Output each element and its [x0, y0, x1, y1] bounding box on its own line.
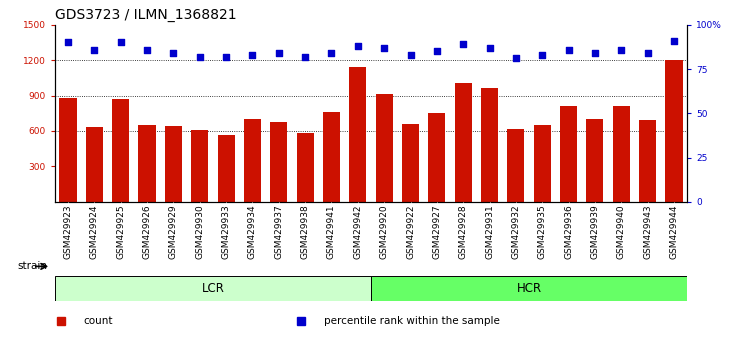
- Point: [141, 47, 153, 52]
- Point: [668, 38, 680, 44]
- Point: [405, 52, 417, 58]
- Text: GSM429922: GSM429922: [406, 205, 415, 259]
- Bar: [613, 106, 630, 202]
- Point: [273, 50, 284, 56]
- Point: [563, 47, 575, 52]
- Point: [642, 50, 654, 56]
- Text: strain: strain: [18, 261, 48, 272]
- Point: [352, 43, 363, 49]
- Point: [589, 50, 601, 56]
- Text: GSM429920: GSM429920: [379, 205, 389, 259]
- Bar: [428, 113, 445, 202]
- Point: [194, 54, 205, 59]
- Bar: [534, 125, 550, 202]
- Text: GSM429936: GSM429936: [564, 205, 573, 259]
- Text: GSM429926: GSM429926: [143, 205, 151, 259]
- Point: [458, 41, 469, 47]
- Point: [616, 47, 627, 52]
- Bar: [665, 59, 683, 202]
- Bar: [376, 95, 393, 202]
- Text: GDS3723 / ILMN_1368821: GDS3723 / ILMN_1368821: [55, 8, 236, 22]
- Text: GSM429925: GSM429925: [116, 205, 125, 259]
- Text: GSM429930: GSM429930: [195, 205, 204, 259]
- Bar: [138, 125, 156, 202]
- Bar: [586, 119, 604, 202]
- Text: percentile rank within the sample: percentile rank within the sample: [324, 316, 499, 326]
- Text: GSM429937: GSM429937: [274, 205, 284, 259]
- Text: GSM429931: GSM429931: [485, 205, 494, 259]
- Text: GSM429935: GSM429935: [538, 205, 547, 259]
- Point: [246, 52, 258, 58]
- Text: GSM429934: GSM429934: [248, 205, 257, 259]
- Bar: [402, 124, 419, 202]
- Bar: [323, 112, 340, 202]
- Text: GSM429940: GSM429940: [617, 205, 626, 259]
- Point: [325, 50, 337, 56]
- Bar: [86, 127, 103, 202]
- Bar: [59, 98, 77, 202]
- Bar: [507, 129, 524, 202]
- Bar: [55, 276, 371, 301]
- Text: GSM429941: GSM429941: [327, 205, 336, 259]
- Text: GSM429933: GSM429933: [221, 205, 230, 259]
- Text: LCR: LCR: [202, 282, 224, 295]
- Point: [484, 45, 496, 51]
- Point: [431, 48, 443, 54]
- Text: GSM429938: GSM429938: [300, 205, 310, 259]
- Point: [510, 56, 522, 61]
- Text: GSM429923: GSM429923: [64, 205, 72, 259]
- Bar: [164, 126, 182, 202]
- Text: count: count: [83, 316, 113, 326]
- Point: [537, 52, 548, 58]
- Point: [62, 40, 74, 45]
- Bar: [371, 276, 687, 301]
- Bar: [481, 88, 498, 202]
- Text: GSM429927: GSM429927: [432, 205, 442, 259]
- Text: GSM429932: GSM429932: [512, 205, 520, 259]
- Text: HCR: HCR: [517, 282, 542, 295]
- Bar: [270, 122, 287, 202]
- Text: GSM429943: GSM429943: [643, 205, 652, 259]
- Point: [220, 54, 232, 59]
- Bar: [244, 119, 261, 202]
- Bar: [297, 133, 314, 202]
- Bar: [112, 99, 129, 202]
- Text: GSM429924: GSM429924: [90, 205, 99, 259]
- Bar: [560, 106, 577, 202]
- Point: [115, 40, 126, 45]
- Bar: [192, 130, 208, 202]
- Point: [167, 50, 179, 56]
- Point: [379, 45, 390, 51]
- Bar: [639, 120, 656, 202]
- Text: GSM429942: GSM429942: [353, 205, 363, 259]
- Bar: [455, 83, 471, 202]
- Text: GSM429944: GSM429944: [670, 205, 678, 259]
- Text: GSM429929: GSM429929: [169, 205, 178, 259]
- Point: [299, 54, 311, 59]
- Text: GSM429939: GSM429939: [591, 205, 599, 259]
- Point: [88, 47, 100, 52]
- Bar: [218, 135, 235, 202]
- Bar: [349, 67, 366, 202]
- Text: GSM429928: GSM429928: [458, 205, 468, 259]
